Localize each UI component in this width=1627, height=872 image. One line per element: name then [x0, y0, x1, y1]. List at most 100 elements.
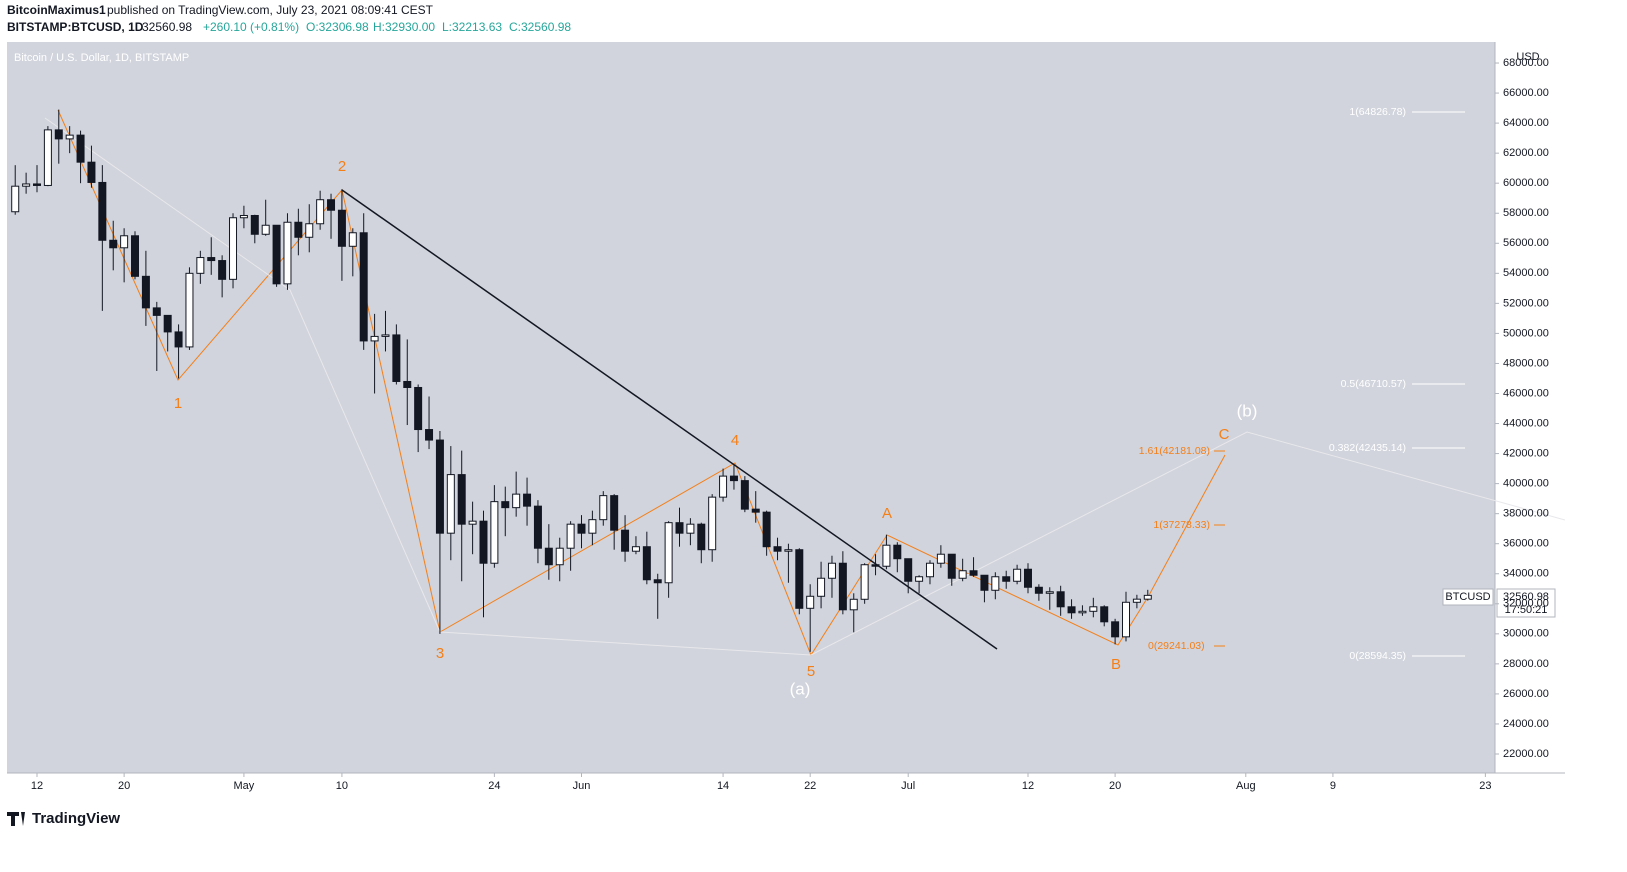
- y-tick-label: 56000.00: [1503, 237, 1549, 249]
- logo-mark: [7, 812, 25, 826]
- candle-body-down: [272, 224, 281, 285]
- candle-body-down: [1023, 568, 1032, 588]
- x-tick-label: 10: [336, 780, 348, 792]
- wave-label: (a): [790, 679, 811, 698]
- candle-body-down: [980, 574, 989, 591]
- candle-body-down: [947, 553, 956, 579]
- y-tick-label: 26000.00: [1503, 688, 1549, 700]
- candle-body-up: [229, 217, 238, 280]
- candle-body-up: [305, 223, 314, 238]
- y-tick-label: 50000.00: [1503, 327, 1549, 339]
- published: published on TradingView.com, July 23, 2…: [107, 3, 434, 17]
- y-tick-label: 30000.00: [1503, 628, 1549, 640]
- x-tick-label: 20: [118, 780, 130, 792]
- candle-body-up: [555, 547, 564, 566]
- candle-body-down: [327, 199, 336, 211]
- candle-body-up: [512, 493, 521, 509]
- candle-body-up: [381, 334, 390, 337]
- candle-body-up: [686, 523, 695, 534]
- candles: [11, 109, 1152, 652]
- candle-body-down: [969, 570, 978, 576]
- candle-body-down: [675, 522, 684, 534]
- candle-body-down: [131, 235, 140, 277]
- close: C:32560.98: [509, 20, 571, 34]
- y-tick-label: 22000.00: [1503, 748, 1549, 760]
- candle-body-down: [33, 183, 41, 186]
- candle-body-up: [283, 221, 292, 285]
- candle-body-up: [849, 598, 858, 611]
- candle-body-down: [250, 214, 259, 235]
- wave-count-orange: [57, 109, 1226, 657]
- candle-body-down: [479, 520, 488, 564]
- candle-body-down: [762, 511, 771, 548]
- candle-body-down: [1111, 621, 1120, 638]
- y-tick-label: 24000.00: [1503, 718, 1549, 730]
- candle-body-down: [163, 314, 172, 333]
- candle-body-down: [109, 239, 118, 249]
- x-tick-label: 24: [488, 780, 500, 792]
- candle-body-down: [838, 562, 847, 611]
- x-tick-label: 12: [1022, 780, 1034, 792]
- candle-body-up: [708, 496, 717, 551]
- fib-label: 0(29241.03): [1148, 640, 1205, 652]
- x-tick-label: Jul: [901, 780, 915, 792]
- y-tick-label: 64000.00: [1503, 117, 1549, 129]
- low: L:32213.63: [442, 20, 502, 34]
- candle-body-up: [239, 214, 248, 219]
- candle-body-down: [1067, 606, 1076, 614]
- fib-label: 0(28594.35): [1349, 650, 1406, 662]
- y-tick-label: 58000.00: [1503, 207, 1549, 219]
- y-tick-label: 32000.00: [1503, 598, 1549, 610]
- y-tick-label: 68000.00: [1503, 57, 1549, 69]
- candle-body-down: [294, 221, 303, 238]
- candle-body-up: [991, 576, 1000, 591]
- high: H:32930.00: [373, 20, 435, 34]
- wave-label: 2: [338, 158, 346, 175]
- candle-body-up: [1078, 610, 1087, 614]
- candle-body-up: [599, 495, 608, 521]
- logo: TradingView: [7, 810, 120, 827]
- wave-label: (b): [1237, 401, 1258, 420]
- candle-body-up: [490, 501, 499, 564]
- candle-body-up: [348, 232, 357, 247]
- candle-body-down: [425, 429, 434, 441]
- x-tick-label: 12: [31, 780, 43, 792]
- candle-body-up: [1122, 601, 1130, 638]
- y-tick-label: 42000.00: [1503, 447, 1549, 459]
- wave-label: C: [1219, 426, 1230, 443]
- fib-label: 0.382(42435.14): [1329, 442, 1406, 454]
- y-tick-label: 44000.00: [1503, 417, 1549, 429]
- fib-label: 1.61(42181.08): [1139, 445, 1210, 457]
- x-tick-label: 20: [1109, 780, 1121, 792]
- candle-body-down: [904, 558, 913, 582]
- candle-body-up: [1013, 568, 1022, 582]
- candle-body-up: [936, 553, 945, 564]
- candle-body-up: [370, 335, 379, 342]
- candle-body-down: [414, 386, 423, 431]
- candle-body-down: [392, 334, 401, 382]
- fib-label: 1(37278.33): [1153, 519, 1210, 531]
- candle-body-up: [1143, 594, 1152, 600]
- x-tick-label: 23: [1479, 780, 1491, 792]
- candle-body-down: [1056, 591, 1065, 608]
- symbol: BITSTAMP:BTCUSD, 1D: [7, 20, 144, 34]
- y-tick-label: 36000.00: [1503, 538, 1549, 550]
- candle-body-down: [1002, 576, 1011, 582]
- y-tick-label: 28000.00: [1503, 658, 1549, 670]
- candle-body-up: [915, 576, 924, 582]
- x-tick-label: 14: [717, 780, 729, 792]
- candle-body-down: [435, 439, 444, 534]
- candle-body-up: [664, 522, 673, 584]
- candle-body-down: [621, 529, 630, 552]
- publisher: BitcoinMaximus1: [7, 3, 106, 17]
- candle-body-down: [1100, 606, 1109, 623]
- candle-body-up: [468, 520, 477, 525]
- y-unit: USD: [1516, 51, 1539, 63]
- candle-body-up: [65, 134, 74, 140]
- y-tick-label: 54000.00: [1503, 267, 1549, 279]
- y-tick-label: 52000.00: [1503, 297, 1549, 309]
- candle-body-up: [719, 475, 728, 498]
- y-tick-label: 38000.00: [1503, 508, 1549, 520]
- last: 32560.98: [142, 20, 192, 34]
